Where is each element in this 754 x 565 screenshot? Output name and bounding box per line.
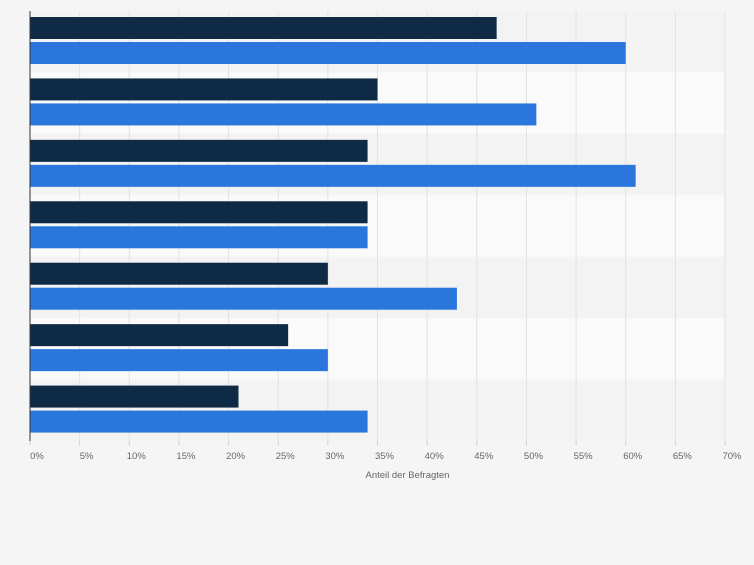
bar-series1-row6: [30, 324, 289, 347]
x-tick-label-45: 45%: [474, 451, 494, 462]
x-tick-label-70: 70%: [722, 451, 742, 462]
bar-series2-row1: [30, 42, 626, 64]
bars: [30, 17, 636, 433]
bar-series1-row1: [30, 17, 497, 39]
bar-series2-row4: [30, 226, 368, 249]
bar-series1-row7: [30, 385, 239, 408]
x-tick-labels: 0% 5% 10% 15% 20% 25% 30% 35% 40% 45% 50% 55% 60% 65%…: [30, 451, 742, 462]
bar-series2-row5: [30, 287, 457, 310]
x-tick-label-0: 0%: [30, 451, 44, 462]
bar-series2-row6: [30, 349, 328, 372]
bar-series1-row2: [30, 78, 378, 101]
bar-series1-row4: [30, 201, 368, 224]
x-axis-title: Anteil der Befragten: [366, 470, 450, 481]
x-tick-label-55: 55%: [574, 451, 594, 462]
x-tick-label-40: 40%: [425, 451, 445, 462]
bar-series1-row5: [30, 262, 328, 285]
x-tick-label-5: 5%: [80, 451, 94, 462]
x-tick-label-30: 30%: [325, 451, 345, 462]
x-tick-label-65: 65%: [673, 451, 693, 462]
bar-series1-row3: [30, 139, 368, 162]
axes: [29, 11, 726, 445]
bar-series2-row3: [30, 164, 636, 187]
x-tick-label-35: 35%: [375, 451, 395, 462]
bar-series2-row7: [30, 410, 368, 433]
x-tick-label-25: 25%: [276, 451, 296, 462]
x-tick-label-20: 20%: [226, 451, 246, 462]
x-tick-label-15: 15%: [176, 451, 196, 462]
bar-series2-row2: [30, 103, 537, 126]
x-tick-label-60: 60%: [623, 451, 643, 462]
x-tick-label-50: 50%: [524, 451, 544, 462]
x-tick-label-10: 10%: [127, 451, 147, 462]
